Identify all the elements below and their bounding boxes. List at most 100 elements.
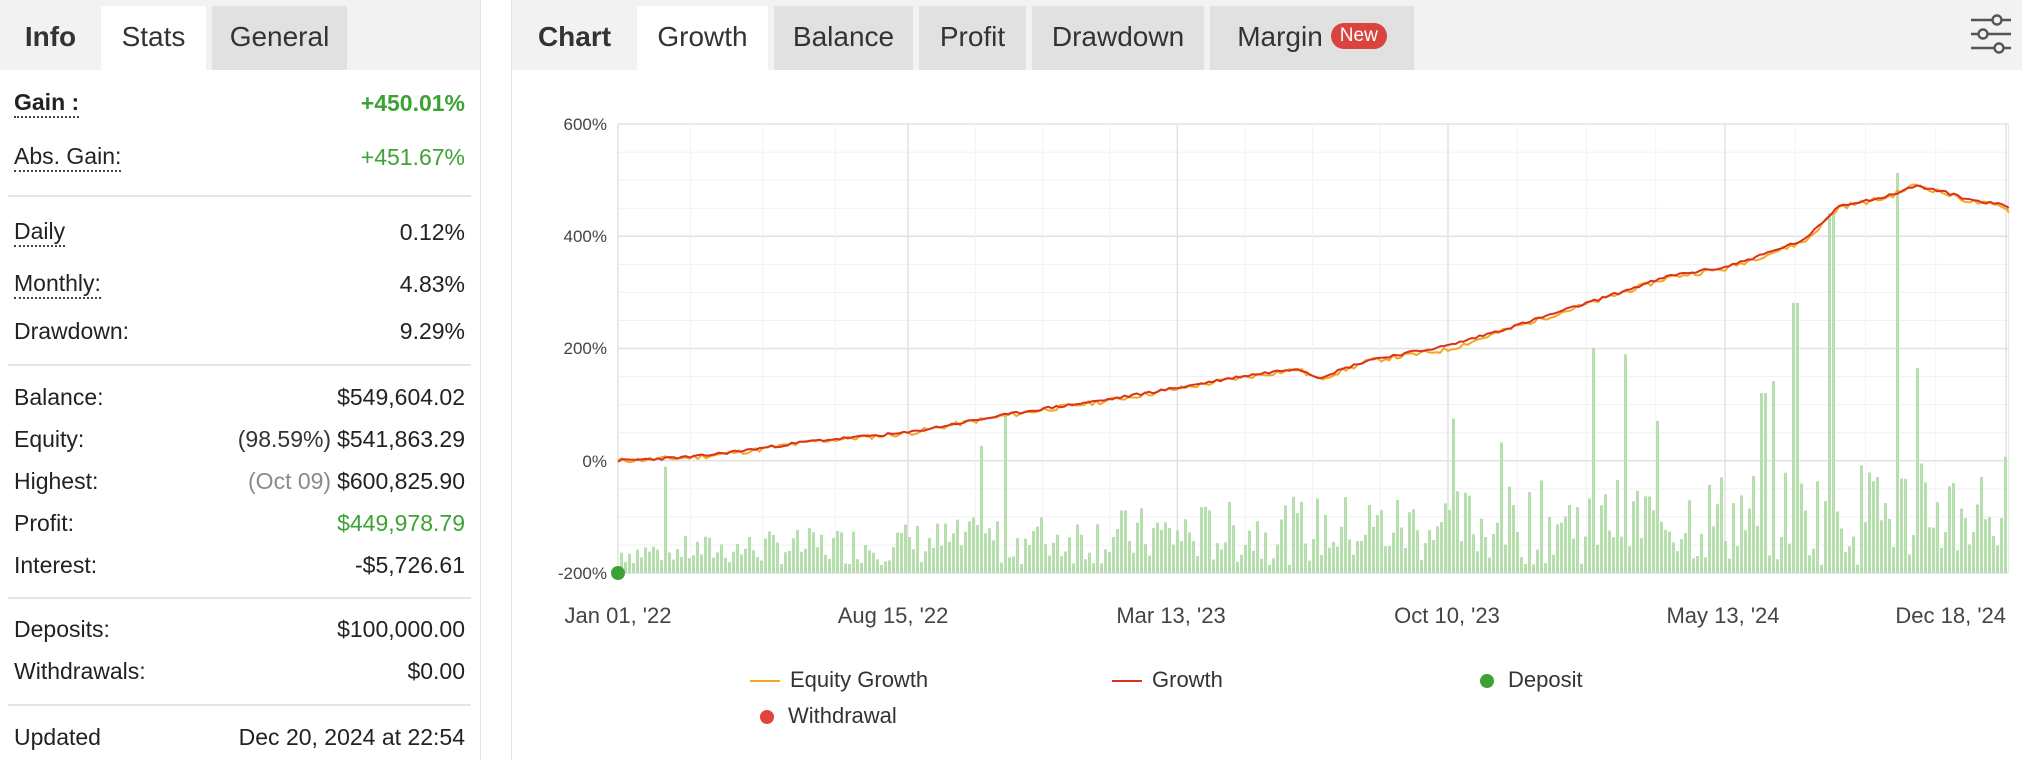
activity-bar [1140, 508, 1143, 573]
activity-bar [796, 530, 799, 573]
activity-bar [1516, 532, 1519, 573]
stat-monthly-value: 4.83% [399, 271, 465, 297]
activity-bar [1072, 563, 1075, 573]
stat-abs-gain-label[interactable]: Abs. Gain: [14, 142, 122, 172]
tab-profit[interactable]: Profit [919, 6, 1026, 70]
tab-chart[interactable]: Chart [537, 21, 612, 52]
activity-bar [1300, 501, 1303, 573]
growth-chart: 600% 400% 200% 0% -200% Jan 01, '22 Aug … [558, 115, 2010, 628]
activity-bar [1708, 484, 1711, 573]
activity-bar [1916, 367, 1919, 573]
activity-bar [1412, 509, 1415, 573]
activity-bar [1580, 563, 1583, 573]
activity-bar [764, 538, 767, 573]
activity-bar [1028, 544, 1031, 573]
activity-bar [1228, 501, 1231, 573]
activity-bar [1844, 552, 1847, 573]
stat-equity-value-wrap: (98.59%) $541,863.29 [238, 419, 465, 459]
activity-bar [1372, 526, 1375, 573]
activity-bar [1796, 303, 1799, 573]
activity-bar [888, 560, 891, 573]
activity-bar [1340, 526, 1343, 573]
activity-bar [1092, 563, 1095, 573]
activity-bar [996, 521, 999, 573]
activity-bar [1200, 507, 1203, 573]
legend-deposit[interactable]: Deposit [1480, 665, 1583, 695]
sliders-icon[interactable] [1969, 12, 2013, 56]
activity-bar [1800, 483, 1803, 573]
legend-dot-swatch [760, 710, 774, 725]
deposit-marker[interactable] [611, 566, 625, 580]
tab-margin[interactable]: Margin New [1210, 6, 1414, 70]
activity-bar [1960, 508, 1963, 573]
activity-bar [1608, 530, 1611, 573]
activity-bar [1784, 472, 1787, 573]
x-tick-label: Mar 13, '23 [1116, 603, 1225, 628]
activity-bar [1256, 521, 1259, 573]
activity-bar [720, 544, 723, 573]
activity-bar [1316, 498, 1319, 573]
stat-highest-value-wrap: (Oct 09) $600,825.90 [248, 461, 465, 501]
activity-bar [1404, 547, 1407, 573]
activity-bar [1764, 393, 1767, 573]
x-tick-label: Oct 10, '23 [1394, 603, 1500, 628]
activity-bar [828, 559, 831, 573]
activity-bar [1208, 510, 1211, 573]
activity-bar [924, 551, 927, 573]
activity-bar [628, 553, 631, 573]
activity-bar [1652, 510, 1655, 573]
activity-bar [872, 552, 875, 573]
activity-bar [1020, 563, 1023, 573]
stat-daily: Daily 0.12% [14, 212, 465, 252]
activity-bar [1068, 537, 1071, 573]
activity-bar [624, 562, 627, 573]
stat-deposits-label: Deposits: [14, 616, 110, 642]
activity-bar [1588, 498, 1591, 573]
stat-highest-label: Highest: [14, 468, 99, 494]
activity-bar [1760, 393, 1763, 573]
stat-highest-date: (Oct 09) [248, 468, 332, 494]
activity-bar [1108, 551, 1111, 573]
divider [8, 195, 471, 197]
activity-bar [776, 542, 779, 573]
stat-balance-value: $549,604.02 [337, 384, 465, 410]
activity-bar [1576, 507, 1579, 573]
tab-balance[interactable]: Balance [774, 6, 913, 70]
tab-growth[interactable]: Growth [637, 6, 768, 70]
activity-bar [936, 523, 939, 573]
activity-bar [1600, 505, 1603, 573]
activity-bar [672, 559, 675, 573]
legend-line-swatch [750, 680, 780, 683]
activity-bar [1344, 497, 1347, 573]
tab-general[interactable]: General [212, 6, 347, 70]
activity-bar [1116, 529, 1119, 573]
activity-bar [716, 552, 719, 573]
activity-bar [1512, 505, 1515, 573]
activity-bar [1736, 546, 1739, 573]
activity-bar [1552, 554, 1555, 573]
activity-bar [1424, 543, 1427, 573]
activity-bar [1504, 544, 1507, 573]
activity-bar [804, 548, 807, 573]
activity-bar [744, 548, 747, 573]
activity-bar [1408, 512, 1411, 573]
activity-bar [1232, 525, 1235, 573]
activity-bar [1840, 528, 1843, 573]
activity-bar [1832, 213, 1835, 573]
activity-bar [960, 545, 963, 573]
legend-withdrawal[interactable]: Withdrawal [760, 701, 897, 731]
activity-bar [1664, 529, 1667, 573]
activity-bar [1712, 526, 1715, 573]
tab-drawdown[interactable]: Drawdown [1032, 6, 1204, 70]
activity-bar [1912, 535, 1915, 573]
y-tick-label: 0% [582, 452, 607, 471]
stat-daily-label[interactable]: Daily [14, 217, 66, 247]
tab-stats[interactable]: Stats [101, 6, 206, 70]
activity-bar [792, 538, 795, 573]
stat-balance-label: Balance: [14, 384, 104, 410]
stat-monthly-label[interactable]: Monthly: [14, 269, 101, 299]
stat-gain-label[interactable]: Gain : [14, 88, 80, 118]
legend-equity-growth[interactable]: Equity Growth [750, 665, 928, 695]
tab-info[interactable]: Info [24, 21, 77, 52]
legend-growth[interactable]: Growth [1112, 665, 1223, 695]
